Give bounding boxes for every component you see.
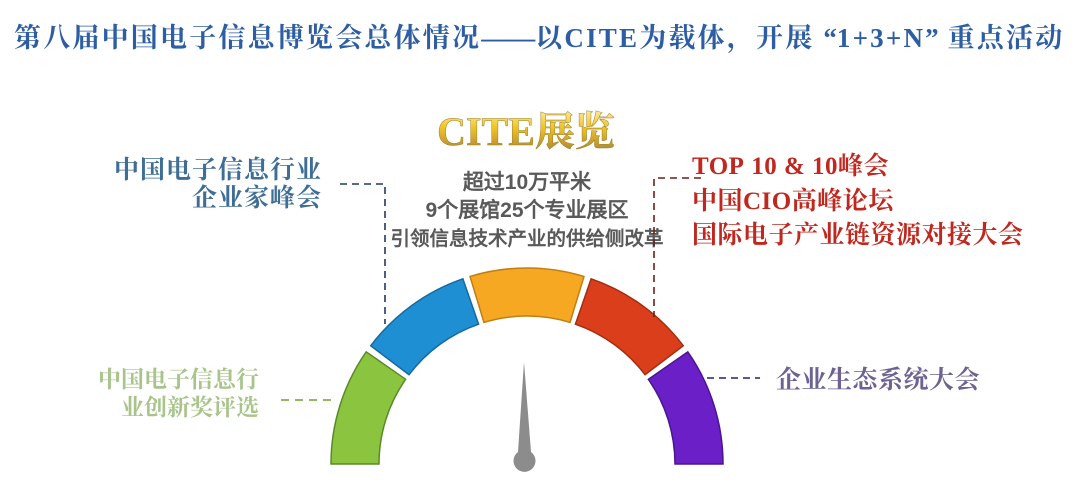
svg-text:超过10万平米: 超过10万平米 bbox=[463, 170, 592, 194]
svg-text:引领信息技术产业的供给侧改革: 引领信息技术产业的供给侧改革 bbox=[390, 227, 663, 250]
svg-text:CITE展览: CITE展览 bbox=[437, 109, 615, 154]
svg-text:9个展馆25个专业展区: 9个展馆25个专业展区 bbox=[425, 198, 628, 222]
